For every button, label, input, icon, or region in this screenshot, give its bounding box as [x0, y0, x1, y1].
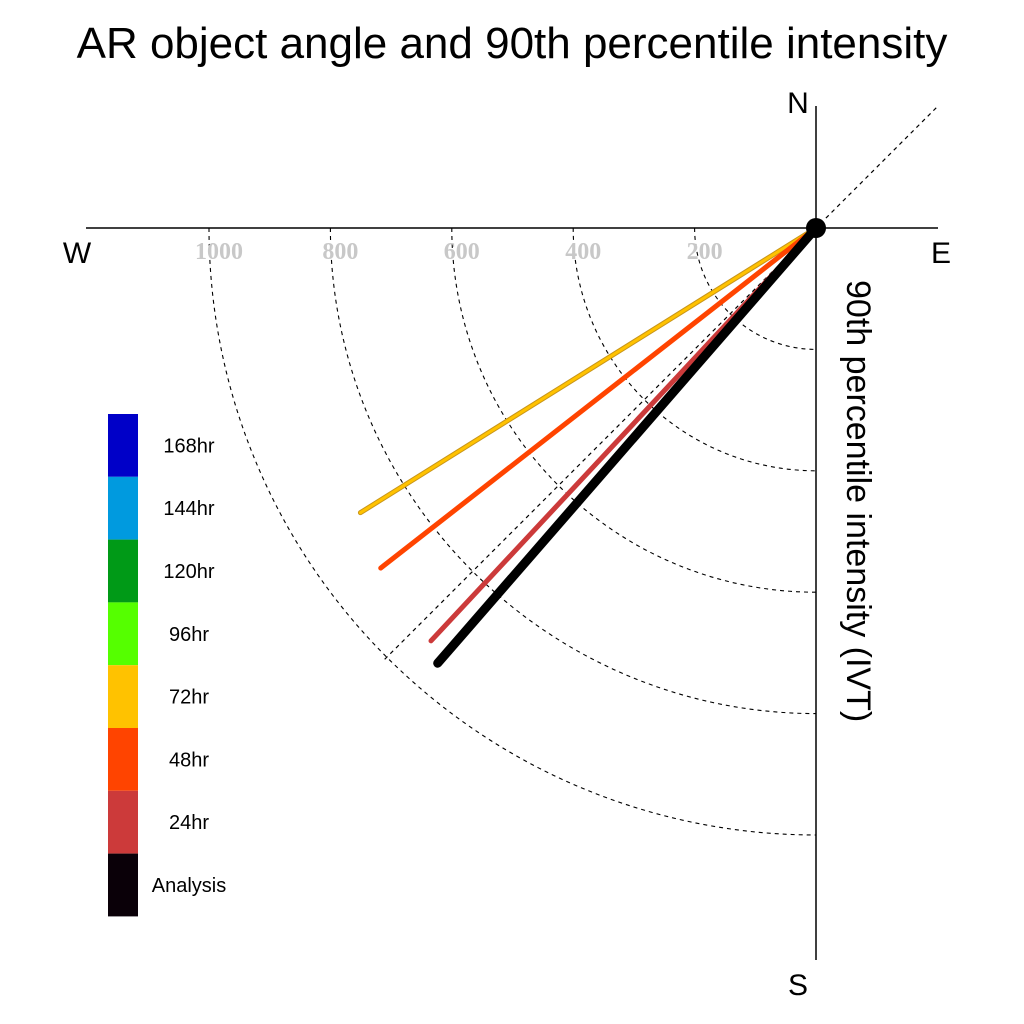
legend-swatch-144hr [108, 476, 138, 540]
origin-point [806, 218, 826, 238]
tick-label-1000: 1000 [195, 239, 243, 265]
legend-swatch-168hr [108, 414, 138, 477]
series-line-analysis [433, 223, 821, 668]
guide-line [384, 107, 937, 660]
radial-tick-labels: 200 400 600 800 1000 [195, 239, 723, 265]
legend-label-72hr: 72hr [169, 687, 209, 709]
y-axis-label: 90th percentile intensity (IVT) [839, 280, 877, 722]
tick-label-600: 600 [444, 239, 480, 265]
chart-title: AR object angle and 90th percentile inte… [77, 19, 948, 68]
legend-label-96hr: 96hr [169, 624, 209, 646]
legend-label-144hr: 144hr [163, 498, 214, 520]
tick-label-800: 800 [322, 239, 358, 265]
ring-1000 [208, 227, 817, 836]
tick-label-200: 200 [687, 239, 723, 265]
legend-label-168hr: 168hr [163, 435, 214, 457]
compass-south: S [788, 969, 808, 1002]
tick-label-400: 400 [565, 239, 601, 265]
legend-label-analysis: Analysis [152, 875, 226, 897]
compass-east: E [931, 237, 951, 270]
legend-swatch-96hr [108, 602, 138, 666]
legend-label-48hr: 48hr [169, 749, 209, 771]
compass-west: W [63, 237, 92, 270]
series-line-48hr [378, 225, 819, 571]
legend-swatch-72hr [108, 665, 138, 728]
legend-swatch-48hr [108, 728, 138, 791]
axes [86, 106, 938, 960]
ring-800 [329, 227, 817, 715]
legend-label-120hr: 120hr [163, 561, 214, 583]
legend: 168hr 144hr 120hr 96hr 72hr 48hr 24hr Analysis [108, 414, 226, 917]
legend-swatch-analysis [108, 853, 138, 917]
legend-label-24hr: 24hr [169, 812, 209, 834]
legend-swatch-120hr [108, 539, 138, 603]
ring-200 [694, 227, 817, 350]
compass-north: N [787, 87, 809, 120]
series-lines [357, 223, 821, 668]
series-line-72hr [358, 226, 818, 515]
legend-swatch-24hr [108, 790, 138, 854]
radial-rings [208, 227, 817, 836]
